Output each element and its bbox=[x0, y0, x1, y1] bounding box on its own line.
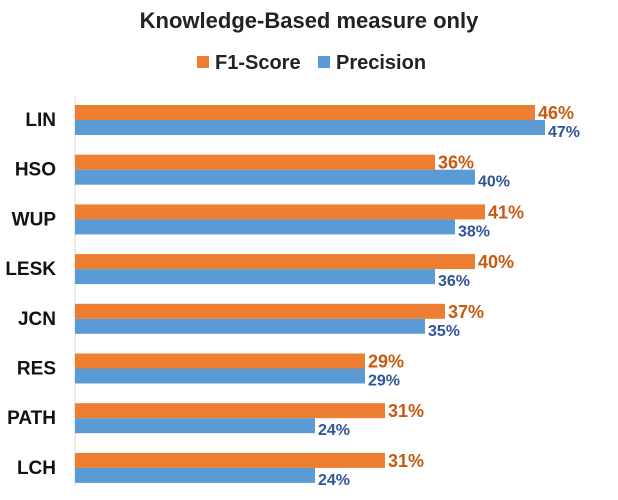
category-label-lesk: LESK bbox=[5, 259, 56, 280]
bar-precision-wup bbox=[75, 219, 455, 235]
data-label-f1-score-path: 31% bbox=[388, 401, 424, 421]
legend-label-f1-score: F1-Score bbox=[215, 52, 301, 74]
bar-f1-score-lin bbox=[75, 105, 535, 120]
data-label-f1-score-lch: 31% bbox=[388, 451, 424, 471]
chart-title: Knowledge-Based measure only bbox=[140, 8, 479, 33]
legend: F1-Score Precision bbox=[197, 52, 426, 74]
category-label-lch: LCH bbox=[17, 458, 56, 479]
data-label-f1-score-res: 29% bbox=[368, 352, 404, 372]
category-label-res: RES bbox=[17, 359, 56, 380]
bar-f1-score-hso bbox=[75, 154, 435, 170]
legend-swatch-precision bbox=[318, 56, 330, 68]
bar-precision-lesk bbox=[75, 269, 435, 285]
bar-f1-score-path bbox=[75, 403, 385, 419]
bar-precision-hso bbox=[75, 169, 475, 185]
data-label-precision-lch: 24% bbox=[318, 472, 350, 489]
bar-precision-res bbox=[75, 368, 365, 384]
bar-f1-score-lesk bbox=[75, 254, 475, 270]
legend-label-precision: Precision bbox=[336, 52, 426, 74]
category-label-lin: LIN bbox=[25, 110, 56, 131]
category-label-wup: WUP bbox=[12, 209, 57, 230]
data-label-precision-jcn: 35% bbox=[428, 323, 460, 340]
data-label-f1-score-wup: 41% bbox=[488, 202, 524, 222]
category-label-path: PATH bbox=[7, 408, 56, 429]
data-label-precision-wup: 38% bbox=[458, 223, 490, 240]
bar-f1-score-wup bbox=[75, 204, 485, 220]
bar-precision-jcn bbox=[75, 318, 425, 334]
data-label-precision-lin: 47% bbox=[548, 124, 580, 141]
data-label-f1-score-lesk: 40% bbox=[478, 252, 514, 272]
bar-precision-lin bbox=[75, 120, 545, 135]
data-label-f1-score-lin: 46% bbox=[538, 103, 574, 123]
bar-precision-lch bbox=[75, 467, 315, 483]
data-label-precision-hso: 40% bbox=[478, 174, 510, 191]
category-label-hso: HSO bbox=[15, 160, 56, 181]
bar-f1-score-lch bbox=[75, 452, 385, 468]
category-label-jcn: JCN bbox=[18, 309, 56, 330]
bar-f1-score-res bbox=[75, 353, 365, 369]
data-label-precision-path: 24% bbox=[318, 422, 350, 439]
data-label-f1-score-jcn: 37% bbox=[448, 302, 484, 322]
legend-swatch-f1-score bbox=[197, 56, 209, 68]
data-label-f1-score-hso: 36% bbox=[438, 153, 474, 173]
plot-area: LIN 46%47%HSO 36%40%WUP 41%38%LESK 40%36%JCN… bbox=[5, 103, 580, 489]
data-label-precision-res: 29% bbox=[368, 373, 400, 390]
data-label-precision-lesk: 36% bbox=[438, 273, 470, 290]
bar-f1-score-jcn bbox=[75, 303, 445, 319]
bar-precision-path bbox=[75, 418, 315, 434]
